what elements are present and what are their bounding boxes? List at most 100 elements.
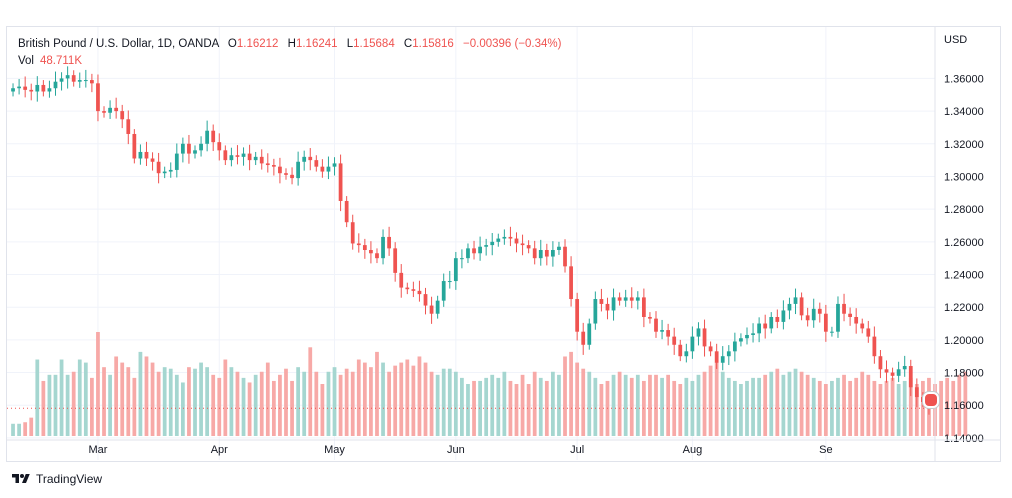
volume-bar	[745, 380, 749, 436]
y-tick-label: 1.30000	[944, 171, 984, 183]
candle	[878, 350, 883, 379]
y-tick-label: 1.28000	[944, 204, 984, 216]
flag-icon[interactable]	[923, 392, 939, 408]
candle-body	[605, 303, 610, 311]
volume-bar	[726, 377, 731, 436]
candle	[120, 104, 125, 129]
candle	[350, 214, 355, 250]
currency-label[interactable]: USD	[944, 34, 968, 46]
candle-body	[538, 250, 543, 259]
volume-bar	[338, 374, 343, 436]
volume-bar	[387, 371, 391, 436]
candle	[563, 239, 567, 273]
candle	[520, 234, 525, 256]
volume-bar	[914, 384, 919, 436]
candle-body	[265, 163, 270, 166]
candle-body	[187, 143, 191, 154]
volume-bar	[326, 371, 331, 436]
candle	[654, 311, 658, 338]
candle-body	[138, 151, 143, 159]
candle-body	[362, 245, 367, 250]
candle	[544, 243, 549, 266]
low-value: 1.15684	[353, 38, 395, 50]
candle-body	[47, 88, 52, 92]
candle-body	[180, 143, 185, 154]
volume-bar	[660, 377, 664, 436]
candle-body	[745, 334, 749, 339]
candle-body	[751, 333, 755, 335]
candle	[502, 229, 507, 245]
candle-body	[41, 84, 46, 92]
volume-bar	[963, 371, 968, 436]
candle-body	[732, 341, 737, 352]
volume-label[interactable]: Vol	[18, 55, 34, 67]
volume-bar	[666, 374, 671, 436]
candle-body	[235, 155, 240, 157]
candle	[168, 162, 173, 178]
candle-body	[199, 143, 203, 151]
candle-body	[726, 351, 731, 357]
candle	[757, 317, 762, 343]
candle	[575, 292, 580, 341]
candle-body	[775, 316, 780, 322]
volume-bar	[453, 371, 458, 436]
candle	[496, 233, 501, 247]
candle-body	[557, 246, 561, 250]
candle	[623, 289, 628, 307]
volume-bar	[126, 367, 131, 436]
candle-body	[308, 156, 313, 161]
candle	[174, 143, 179, 178]
candle	[47, 80, 52, 98]
volume-bar	[138, 351, 143, 436]
candle	[557, 241, 561, 255]
candle	[811, 298, 816, 328]
candle	[696, 322, 701, 346]
volume-bar	[108, 374, 112, 436]
volume-bar	[654, 374, 658, 436]
candle-body	[787, 303, 792, 311]
volume-bar	[544, 380, 549, 436]
candle-body	[836, 303, 840, 332]
tradingview-branding[interactable]: TradingView	[10, 472, 102, 486]
candle-body	[817, 308, 822, 314]
x-tick-label: Aug	[683, 444, 703, 456]
candle-body	[441, 281, 446, 301]
volume-bar	[769, 371, 774, 436]
volume-bar	[314, 371, 319, 436]
candle	[460, 249, 464, 269]
candle-body	[278, 166, 282, 174]
candle	[247, 144, 252, 171]
volume-bar	[90, 377, 94, 436]
volume-bar	[411, 365, 416, 436]
volume-bar	[617, 371, 622, 436]
volume-bar	[120, 362, 125, 436]
symbol-title[interactable]: British Pound / U.S. Dollar, 1D, OANDA	[18, 38, 219, 50]
candle-body	[690, 336, 695, 352]
volume-bar	[362, 362, 367, 436]
volume-bar	[308, 347, 313, 436]
volume-bar	[369, 367, 373, 436]
candle-body	[156, 161, 161, 174]
candle	[405, 282, 410, 295]
candle	[532, 240, 537, 265]
candle-body	[71, 75, 76, 82]
candle	[217, 133, 222, 161]
candle-body	[563, 246, 567, 267]
volume-bar	[59, 359, 64, 436]
volume-bar	[417, 356, 422, 436]
y-tick-label: 1.26000	[944, 237, 984, 249]
volume-bar	[635, 374, 640, 436]
candle	[745, 327, 749, 345]
y-tick-label: 1.36000	[944, 73, 984, 85]
candle	[429, 296, 434, 324]
volume-bar	[775, 368, 780, 436]
candle	[587, 318, 592, 350]
volume-bar	[593, 377, 598, 436]
candle	[199, 136, 203, 157]
volume-bar	[71, 371, 76, 436]
volume-bar	[241, 377, 246, 436]
volume-bar	[514, 384, 519, 436]
candle-body	[144, 151, 149, 159]
candle-body	[635, 297, 640, 301]
